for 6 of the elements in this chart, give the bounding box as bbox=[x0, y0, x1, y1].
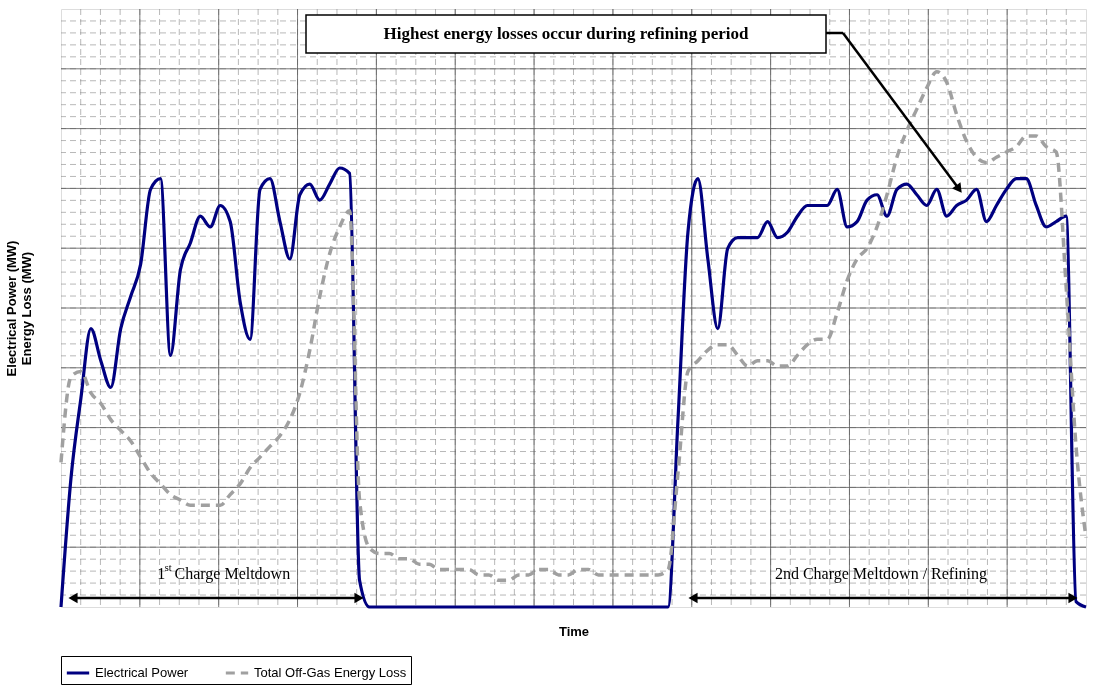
legend-label: Electrical Power bbox=[95, 665, 189, 680]
y-axis-title: Electrical Power (MW) Energy Loss (MW) bbox=[3, 240, 34, 377]
x-axis-title: Time bbox=[558, 623, 590, 639]
annotation: 2nd Charge Meltdown / Refining bbox=[774, 565, 988, 583]
legend-label: Total Off-Gas Energy Loss bbox=[254, 665, 407, 680]
text: Highest energy losses occur during refining period bbox=[383, 24, 749, 43]
